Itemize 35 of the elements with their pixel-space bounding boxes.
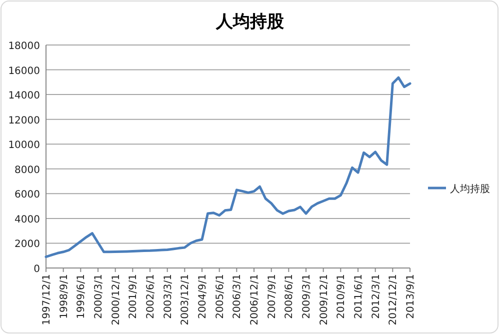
x-tick-label: 2008/6/1 [284,274,296,319]
x-tick-label: 2013/9/1 [406,274,416,319]
x-tick-label: 2004/9/1 [198,274,208,319]
x-tick-label: 1999/6/1 [76,274,88,319]
x-tick-label: 2002/6/1 [146,274,156,319]
x-tick-label: 2010/9/1 [336,274,348,319]
y-tick-label: 6000 [14,190,40,201]
x-tick-label: 2012/12/1 [388,274,400,326]
y-tick-label: 0 [34,264,40,275]
legend-label: 人均持股 [450,183,490,195]
y-tick-label: 12000 [8,115,40,126]
y-tick-label: 14000 [8,90,40,102]
x-tick-label: 2006/12/1 [250,274,260,326]
line-series [44,76,412,258]
y-tick-label: 4000 [14,214,40,226]
y-tick-label: 16000 [8,66,40,77]
y-tick-label: 10000 [8,140,40,152]
y-tick-label: 2000 [14,239,40,250]
x-tick-label: 2003/12/1 [180,274,192,326]
x-tick-label: 2011/6/1 [354,274,364,319]
x-tick-label: 2007/9/1 [266,274,278,319]
x-tick-label: 2001/9/1 [128,274,140,319]
y-tick-label: 18000 [8,41,40,52]
x-tick-label: 1997/12/1 [42,274,52,326]
x-tick-label: 2006/3/1 [232,274,244,319]
x-tick-label: 2012/3/1 [370,274,382,319]
x-tick-label: 2000/12/1 [110,274,122,326]
x-tick-label: 2003/3/1 [162,274,174,319]
y-tick-label: 8000 [14,164,40,176]
x-tick-label: 2000/3/1 [94,274,104,319]
x-tick-label: 1998/9/1 [58,274,70,319]
x-tick-label: 2009/12/1 [318,274,330,326]
x-tick-label: 2005/6/1 [214,274,226,319]
x-tick-label: 2009/3/1 [302,274,312,319]
chart-title: 人均持股 [215,12,285,32]
